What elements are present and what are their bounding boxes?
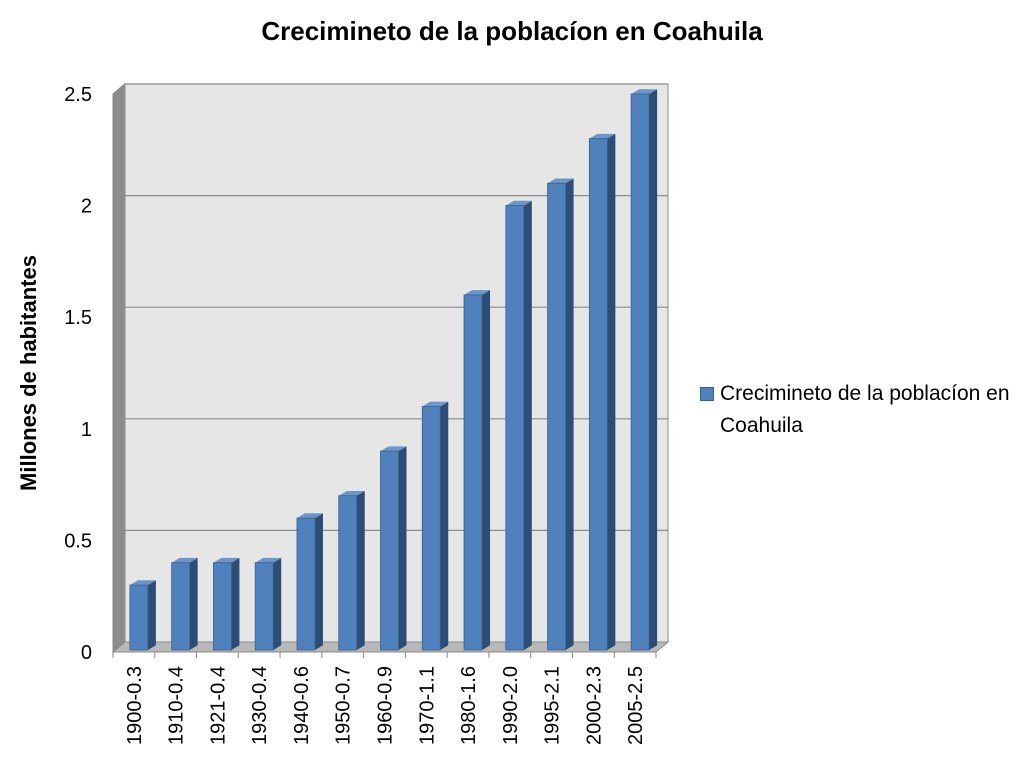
legend-swatch — [700, 387, 714, 401]
bar-side — [314, 513, 323, 650]
x-tick-label: 1995-2.1 — [542, 666, 564, 745]
bar-side — [189, 557, 198, 650]
x-tick-label: 2000-2.3 — [583, 666, 605, 745]
x-tick-label: 1910-0.4 — [166, 666, 188, 745]
bar-side — [607, 133, 616, 651]
gridline-wall — [112, 83, 126, 95]
gridline-wall — [112, 195, 126, 207]
gridline-wall — [112, 418, 126, 430]
bar — [421, 406, 441, 651]
x-tick-label: 1980-1.6 — [458, 666, 480, 745]
bar — [254, 562, 274, 651]
bar — [171, 562, 191, 651]
x-tick-label: 1960-0.9 — [375, 666, 397, 745]
x-tick-label: 1930-0.4 — [249, 666, 271, 745]
bar-top — [631, 89, 658, 94]
bar-side — [440, 401, 449, 650]
bar-side — [565, 178, 574, 651]
gridline-wall — [112, 529, 126, 541]
bar — [213, 562, 232, 651]
bar-top — [589, 133, 616, 139]
bar-top — [129, 580, 156, 586]
bar-top — [422, 401, 449, 407]
x-tick-label: 1950-0.7 — [333, 666, 355, 745]
x-tick-label: 1900-0.3 — [124, 666, 146, 745]
bar-side — [356, 490, 365, 650]
bar-top — [171, 557, 198, 563]
bar-top — [547, 178, 574, 184]
bar — [463, 294, 483, 651]
y-axis-title: Millones de habitantes — [16, 255, 41, 491]
bar — [505, 205, 525, 651]
chart-title: Crecimineto de la poblacíon en Coahuila — [261, 16, 763, 46]
bar-side — [231, 557, 240, 650]
bar-top — [380, 446, 407, 452]
gridline-wall — [112, 306, 126, 318]
bar-top — [505, 200, 532, 206]
y-tick-label: 0.5 — [64, 530, 92, 552]
bar-side — [482, 290, 491, 650]
bar-side — [273, 557, 282, 650]
legend-label: Crecimineto de la poblacíon en Coahuila — [720, 382, 1010, 437]
bar-side — [649, 89, 658, 650]
x-tick-label: 1921-0.4 — [207, 666, 229, 745]
side-wall — [112, 82, 126, 654]
bar — [380, 450, 399, 651]
x-tick-label: 1940-0.6 — [291, 666, 313, 745]
bar — [296, 517, 316, 651]
bar — [630, 93, 650, 651]
bar-top — [213, 557, 240, 563]
bar-top — [296, 513, 323, 519]
bar-top — [464, 290, 491, 295]
y-tick-label: 1 — [81, 419, 92, 441]
bar — [129, 584, 149, 651]
x-tick-label: 2005-2.5 — [625, 666, 647, 745]
bar-top — [338, 490, 365, 496]
bar-side — [398, 446, 407, 650]
y-tick-label: 0 — [81, 642, 92, 664]
x-tick-label: 1970-1.1 — [416, 666, 438, 745]
bar-side — [523, 200, 532, 651]
y-tick-label: 2.5 — [64, 84, 92, 106]
bar-top — [255, 557, 282, 563]
x-tick-label: 1990-2.0 — [500, 666, 522, 745]
y-tick-label: 2 — [81, 196, 92, 218]
bar — [338, 495, 358, 651]
bar — [588, 138, 608, 651]
y-tick-label: 1.5 — [64, 307, 92, 329]
bar-side — [147, 580, 156, 650]
bar — [547, 182, 566, 651]
